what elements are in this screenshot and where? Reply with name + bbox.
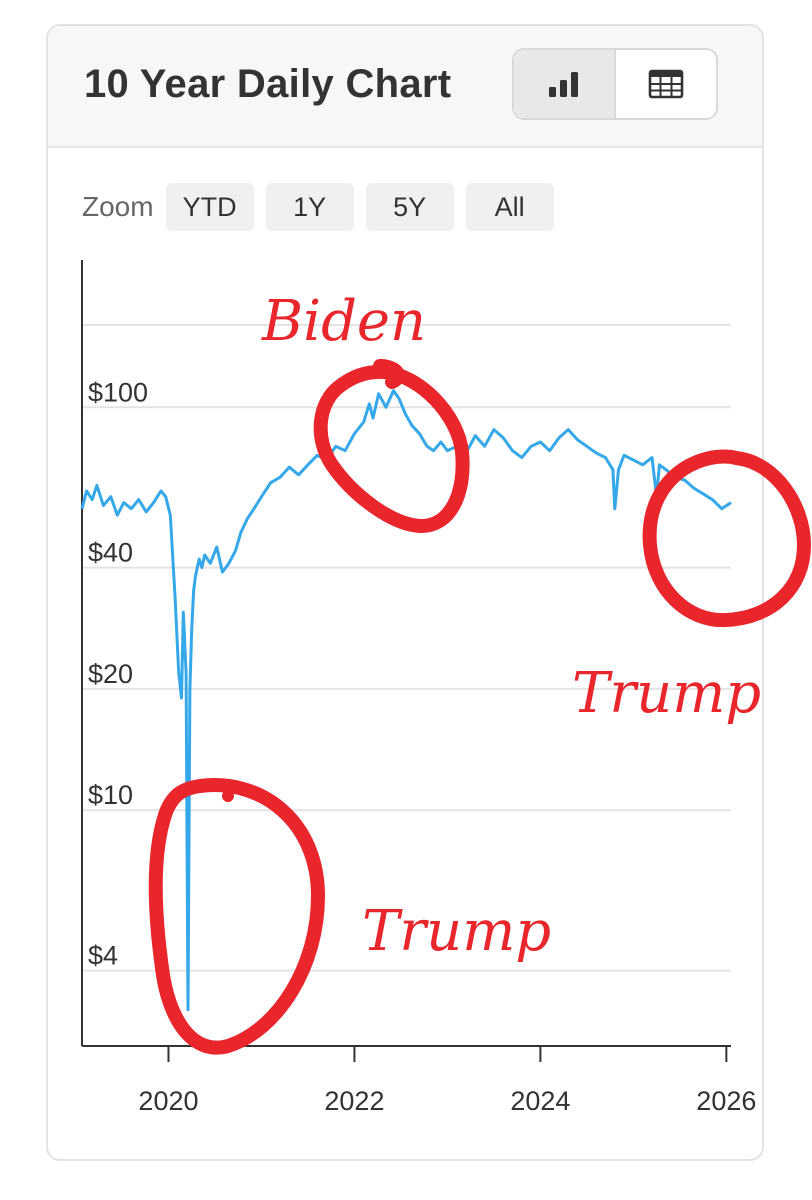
zoom-5y-button[interactable]: 5Y [365, 183, 454, 231]
price-series-line [80, 389, 732, 1012]
card-title: 10 Year Daily Chart [84, 62, 452, 106]
trump-label-bottom: Trump [362, 899, 551, 964]
zoom-all-button[interactable]: All [465, 183, 554, 231]
biden-annotation-circle [313, 359, 470, 533]
table-icon [648, 69, 684, 99]
view-toggle [512, 48, 718, 120]
crash-annotation-dot [222, 790, 234, 802]
zoom-1y-button[interactable]: 1Y [265, 183, 354, 231]
y-tick-label: $100 [88, 377, 148, 407]
x-tick-label: 2020 [138, 1086, 198, 1116]
crash-annotation-circle [148, 778, 325, 1055]
y-tick-label: $40 [88, 538, 133, 568]
recent-annotation-circle [642, 449, 811, 628]
card-header: 10 Year Daily Chart [48, 26, 762, 148]
table-view-button[interactable] [616, 50, 716, 118]
y-tick-label: $10 [88, 780, 133, 810]
y-tick-label: $4 [88, 941, 118, 971]
bar-chart-icon [549, 72, 578, 97]
x-tick-label: 2026 [696, 1086, 756, 1116]
trump-label-right: Trump [572, 661, 761, 726]
x-tick-label: 2022 [324, 1086, 384, 1116]
zoom-ytd-button[interactable]: YTD [165, 183, 254, 231]
biden-label: Biden [261, 289, 426, 354]
chart-view-button[interactable] [514, 50, 616, 118]
zoom-row: Zoom YTD 1Y 5Y All [82, 182, 554, 232]
zoom-label: Zoom [82, 191, 154, 222]
x-tick-label: 2024 [510, 1086, 570, 1116]
y-tick-label: $20 [88, 659, 133, 689]
